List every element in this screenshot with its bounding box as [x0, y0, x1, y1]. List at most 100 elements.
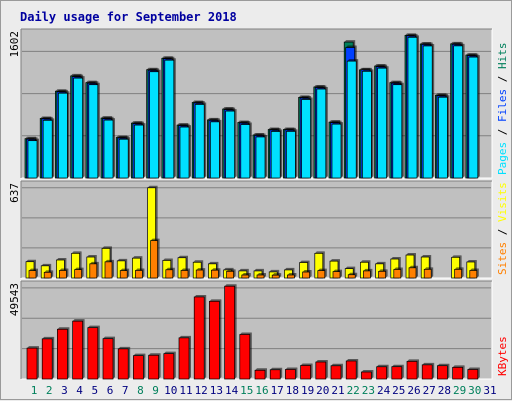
pages-bar-shade — [143, 123, 146, 178]
pages-bar-shade — [73, 76, 85, 79]
pages-bar — [468, 56, 479, 179]
visits-bar-shade — [193, 260, 204, 263]
sites-bar — [28, 270, 37, 279]
day-label: 19 — [301, 384, 314, 397]
pages-bar — [103, 119, 114, 179]
pages-bar-shade — [204, 102, 207, 178]
day-label: 5 — [91, 384, 98, 397]
sites-bar-shade — [135, 268, 145, 271]
pages-bar-shade — [438, 95, 450, 98]
day-label: 17 — [271, 384, 284, 397]
day-label: 8 — [137, 384, 144, 397]
kbytes-bar-shade — [52, 336, 55, 379]
kbytes-bar-shade — [270, 367, 283, 370]
kbytes-bar-shade — [376, 364, 389, 367]
pages-bar — [225, 110, 235, 179]
sites-bar — [408, 267, 417, 279]
pages-bar-shade — [408, 35, 419, 38]
pages-bar-shade — [180, 125, 191, 128]
sites-bar-shade — [142, 268, 145, 278]
sites-bar — [302, 271, 310, 279]
kbytes-bar-shade — [432, 362, 435, 379]
day-label: 3 — [61, 384, 68, 397]
visits-bar-shade — [421, 255, 432, 258]
sites-bar-shade — [294, 273, 297, 278]
sites-bar — [59, 270, 67, 279]
pages-bar-shade — [128, 137, 131, 178]
sites-bar-shade — [469, 268, 479, 271]
sites-bar — [271, 274, 280, 279]
pages-bar-shade — [295, 129, 298, 178]
kbytes-bar-shade — [67, 327, 70, 379]
visits-legend: Sites / Visits — [496, 182, 509, 275]
hits-max-label: 1602 — [8, 31, 21, 58]
hits-bar-shade — [344, 40, 356, 43]
sites-bar-shade — [454, 267, 464, 270]
pages-bar — [270, 131, 281, 179]
sites-bar-shade — [196, 268, 206, 271]
kbytes-bar-shade — [300, 363, 313, 366]
visits-bar-shade — [375, 261, 386, 264]
kbytes-bar-shade — [209, 299, 222, 302]
files-bar-shade — [345, 45, 357, 48]
sites-bar — [180, 270, 189, 279]
sites-bar-shade — [81, 267, 84, 278]
kbytes-bar — [117, 348, 129, 380]
visits-bar-shade — [132, 256, 143, 259]
day-label: 12 — [195, 384, 208, 397]
pages-bar — [453, 45, 463, 179]
day-label: 28 — [438, 384, 451, 397]
pages-bar-shade — [104, 118, 115, 121]
sites-bar-shade — [89, 261, 99, 264]
sites-bar-shade — [378, 269, 388, 272]
sites-bar — [393, 269, 402, 279]
kbytes-bar — [376, 366, 387, 380]
sites-bar-shade — [317, 268, 327, 271]
pages-bar — [194, 104, 205, 179]
pages-bar-shade — [477, 55, 480, 178]
pages-bar-shade — [58, 91, 70, 94]
pages-bar-shade — [316, 87, 328, 90]
kbytes-bar — [406, 361, 418, 380]
pages-bar-shade — [301, 97, 313, 100]
kbytes-bar-shade — [407, 359, 419, 362]
kbytes-bar — [224, 285, 235, 380]
pages-bar-shade — [67, 91, 70, 178]
kbytes-bar-shade — [386, 364, 389, 379]
pages-bar — [134, 124, 144, 179]
pages-bar-shade — [88, 82, 100, 85]
kbytes-bar — [467, 369, 479, 380]
sites-bar-shade — [248, 273, 251, 278]
pages-bar-shade — [82, 76, 85, 178]
day-label: 1 — [31, 384, 38, 397]
pages-bar — [73, 77, 83, 179]
kbytes-bar-shade — [462, 365, 465, 379]
sites-bar — [469, 270, 478, 279]
sites-bar-shade — [188, 268, 190, 278]
pages-bar-shade — [447, 95, 450, 178]
sites-bar-shade — [165, 267, 175, 270]
day-label: 31 — [483, 384, 496, 397]
day-label: 27 — [423, 384, 436, 397]
kbytes-bar — [193, 296, 205, 380]
sites-bar-shade — [409, 265, 418, 268]
sites-bar-shade — [120, 268, 130, 271]
kbytes-bar-shade — [143, 353, 146, 379]
visits-bar-shade — [390, 257, 401, 260]
sites-bar-shade — [150, 238, 160, 241]
files-bar-shade — [41, 116, 53, 119]
sites-bar-shade — [59, 268, 69, 271]
pages-bar-shade — [462, 43, 465, 179]
pages-bar-shade — [332, 122, 343, 125]
kbytes-bar — [57, 328, 68, 380]
sites-bar — [347, 274, 356, 279]
sites-bar-shade — [272, 273, 282, 276]
sites-bar-shade — [157, 238, 160, 278]
sites-bar-shade — [203, 268, 206, 278]
sites-bar — [287, 274, 295, 279]
pages-bar — [438, 96, 448, 179]
day-label: 13 — [210, 384, 223, 397]
pages-bar — [301, 99, 311, 179]
kbytes-bar — [361, 371, 372, 380]
pages-bar-shade — [265, 134, 267, 178]
